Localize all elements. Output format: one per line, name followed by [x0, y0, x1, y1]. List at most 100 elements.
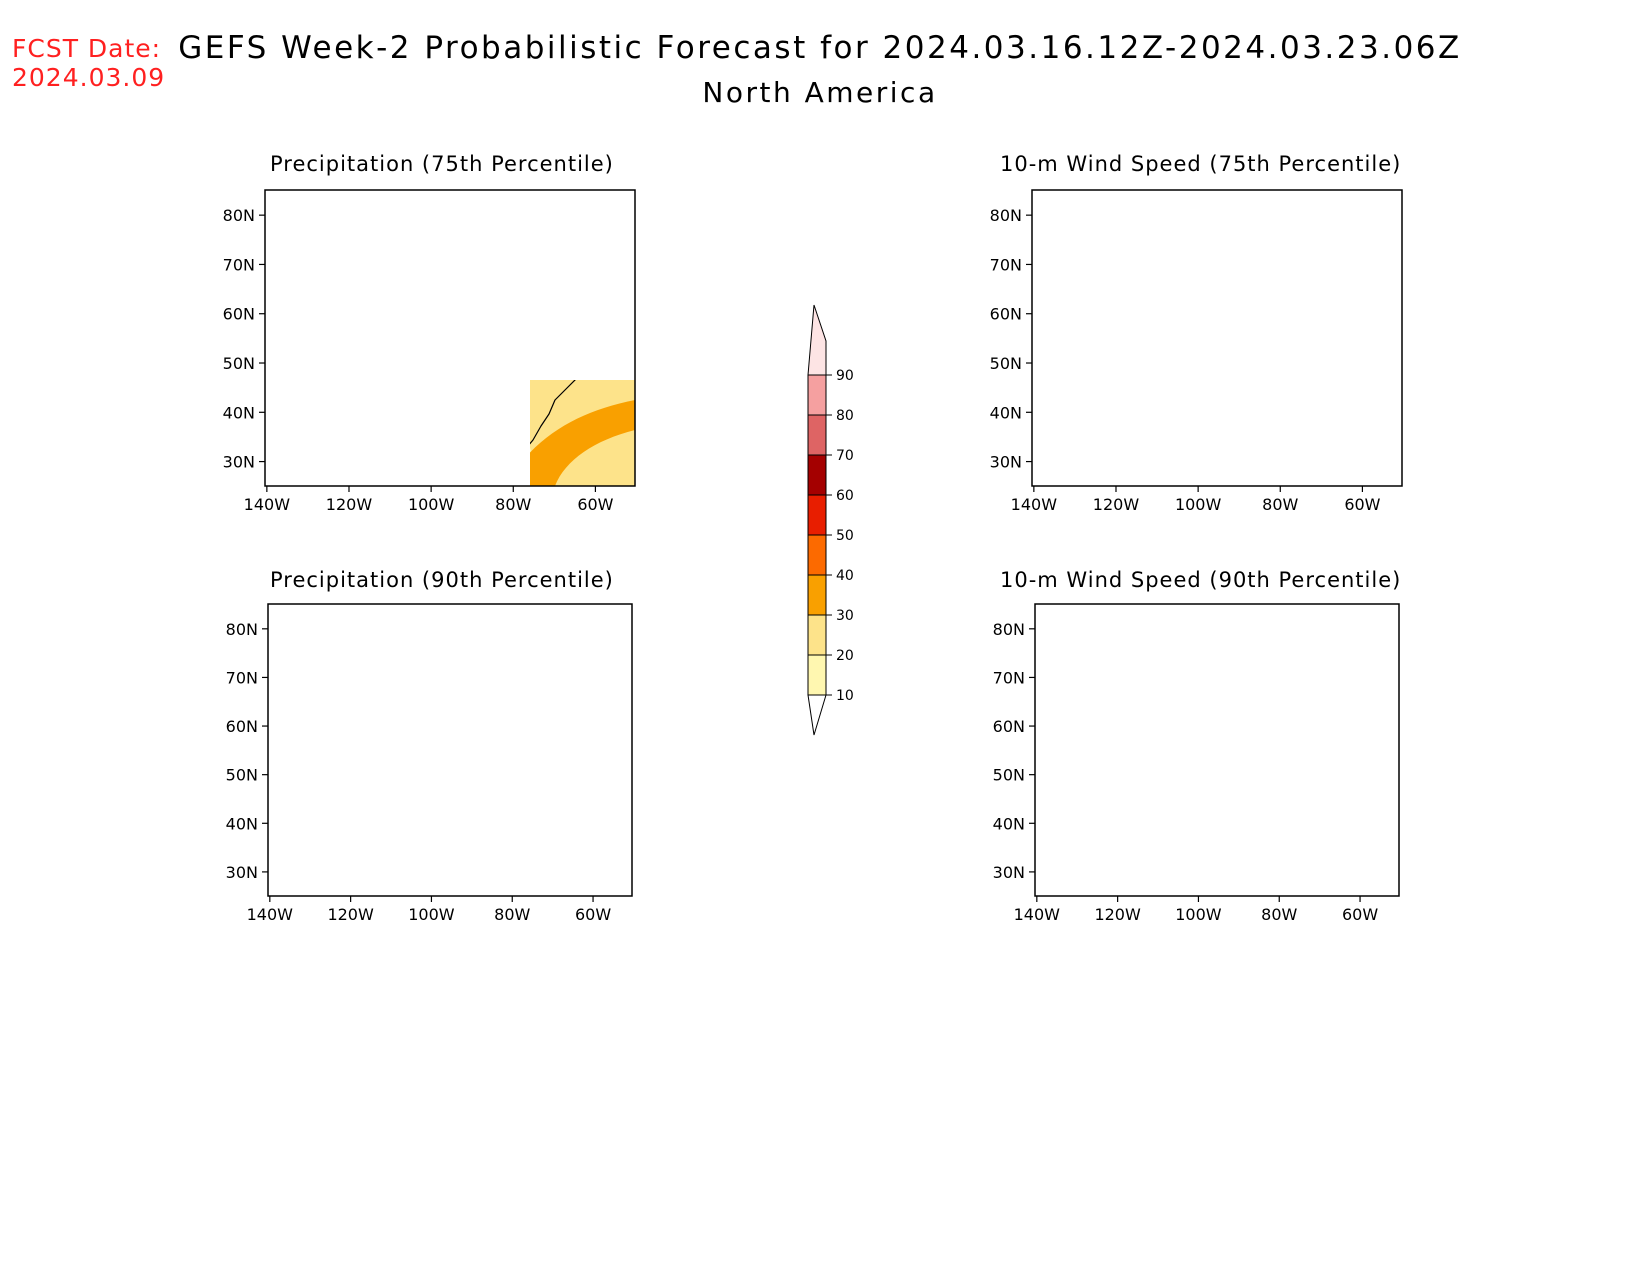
- colorbar: 10 20 30 40 50 60 70 80 90: [807, 304, 854, 736]
- fill-below-10: [1035, 604, 1399, 896]
- fill-10-20: [1155, 770, 1285, 810]
- colorbar-label: 60: [836, 488, 854, 504]
- fill-20-30: [425, 450, 505, 486]
- forecast-date-label: FCST Date:: [12, 34, 162, 63]
- fill-20-30: [1272, 390, 1402, 486]
- colorbar-label: 50: [836, 528, 854, 544]
- panel-title-wind-90: 10-m Wind Speed (90th Percentile): [1000, 568, 1402, 592]
- lon-label: 100W: [408, 495, 455, 514]
- colorbar-swatch: [807, 614, 827, 656]
- map-wind-90: 80N 70N 60N 50N 40N 30N 140W 120W 100W 80W 60W: [993, 603, 1400, 924]
- colorbar-label: 10: [836, 688, 854, 704]
- map-precip-90: 80N 70N 60N 50N 40N 30N 140W 120W 100W 80W 60W: [226, 603, 633, 924]
- lon-label: 120W: [1093, 495, 1140, 514]
- lat-label: 60N: [226, 717, 258, 736]
- colorbar-label: 30: [836, 608, 854, 624]
- panel-title-precip-75: Precipitation (75th Percentile): [270, 152, 614, 176]
- lat-label: 70N: [226, 668, 258, 687]
- colorbar-swatch: [807, 534, 827, 576]
- lon-label: 120W: [326, 495, 373, 514]
- lat-label: 50N: [226, 766, 258, 785]
- fill-above-10: [1032, 190, 1402, 486]
- lat-label: 70N: [223, 255, 255, 274]
- lon-label: 140W: [1014, 905, 1061, 924]
- lat-label: 40N: [223, 403, 255, 422]
- colorbar-swatch: [807, 654, 827, 696]
- lon-label: 80W: [1261, 905, 1297, 924]
- lat-label: 60N: [990, 305, 1022, 324]
- colorbar-label: 20: [836, 648, 854, 664]
- lat-label: 30N: [223, 453, 255, 472]
- lat-label: 60N: [223, 305, 255, 324]
- lat-label: 50N: [223, 354, 255, 373]
- lon-label: 100W: [1175, 495, 1222, 514]
- lon-label: 80W: [1262, 495, 1298, 514]
- colorbar-swatch: [807, 574, 827, 616]
- colorbar-label: 70: [836, 448, 854, 464]
- fill-10-20: [1032, 270, 1402, 486]
- map-wind-75: 80N 70N 60N 50N 40N 30N 140W 120W 100W 80W 60W: [990, 189, 1403, 514]
- lon-label: 140W: [1011, 495, 1058, 514]
- lon-label: 60W: [1342, 905, 1378, 924]
- fill-20-30: [1235, 775, 1267, 790]
- fill-20-30: [530, 400, 635, 486]
- map-precip-75: 80N 70N 60N 50N 40N 30N 140W 120W 100W 80W 60W: [223, 189, 636, 514]
- fill-50-60: [1237, 363, 1254, 374]
- panel-title-precip-90: Precipitation (90th Percentile): [270, 568, 614, 592]
- region-subtitle: North America: [702, 76, 938, 109]
- fill-20-30: [565, 209, 635, 240]
- lat-label: 30N: [226, 863, 258, 882]
- colorbar-swatch: [807, 454, 827, 496]
- lon-label: 100W: [408, 905, 455, 924]
- map-frame: [264, 189, 636, 487]
- colorbar-label: 80: [836, 408, 854, 424]
- fill-below-10: [265, 317, 405, 486]
- fill-below-10: [375, 217, 437, 261]
- fill-10-20: [1035, 662, 1075, 680]
- lat-label: 50N: [990, 354, 1022, 373]
- lon-label: 120W: [1094, 905, 1141, 924]
- colorbar-label: 40: [836, 568, 854, 584]
- map-frame: [267, 603, 633, 897]
- fill-30-40: [1332, 356, 1362, 371]
- lon-label: 60W: [575, 905, 611, 924]
- fill-20-30: [1112, 209, 1222, 240]
- lat-label: 40N: [993, 814, 1025, 833]
- lat-label: 70N: [990, 255, 1022, 274]
- lon-label: 80W: [494, 905, 530, 924]
- fill-10-20: [1075, 793, 1106, 832]
- lat-label: 80N: [990, 206, 1022, 225]
- fill-10-20: [388, 855, 498, 896]
- colorbar-upper-arrow: [807, 304, 827, 376]
- fill-10-20: [1315, 759, 1375, 783]
- colorbar-swatch: [807, 494, 827, 536]
- fill-10-20: [1072, 206, 1352, 254]
- panel-title-wind-75: 10-m Wind Speed (75th Percentile): [1000, 152, 1402, 176]
- fill-10-20: [268, 679, 358, 703]
- lat-label: 30N: [990, 453, 1022, 472]
- lon-label: 100W: [1175, 905, 1222, 924]
- lon-label: 60W: [1344, 495, 1380, 514]
- lat-label: 60N: [993, 717, 1025, 736]
- map-frame: [1031, 189, 1403, 487]
- fill-50-60: [1300, 212, 1314, 230]
- lat-label: 80N: [223, 206, 255, 225]
- fill-10-20: [1265, 804, 1399, 896]
- fill-10-20: [268, 863, 298, 896]
- lat-label: 40N: [226, 814, 258, 833]
- colorbar-swatch: [807, 374, 827, 416]
- fill-10-20: [598, 632, 632, 651]
- fill-below-10: [268, 604, 632, 896]
- lon-label: 60W: [577, 495, 613, 514]
- main-title: GEFS Week-2 Probabilistic Forecast for 2…: [178, 30, 1462, 66]
- fill-10-20: [1175, 869, 1225, 896]
- fill-10-20: [1095, 636, 1335, 681]
- colorbar-label: 90: [836, 368, 854, 384]
- fill-20-30: [275, 285, 355, 317]
- fill-10-20: [578, 732, 632, 844]
- forecast-date: FCST Date: 2024.03.09: [12, 34, 165, 92]
- fill-40-50: [1297, 626, 1311, 644]
- lat-label: 80N: [226, 620, 258, 639]
- fill-30-40: [1232, 360, 1272, 382]
